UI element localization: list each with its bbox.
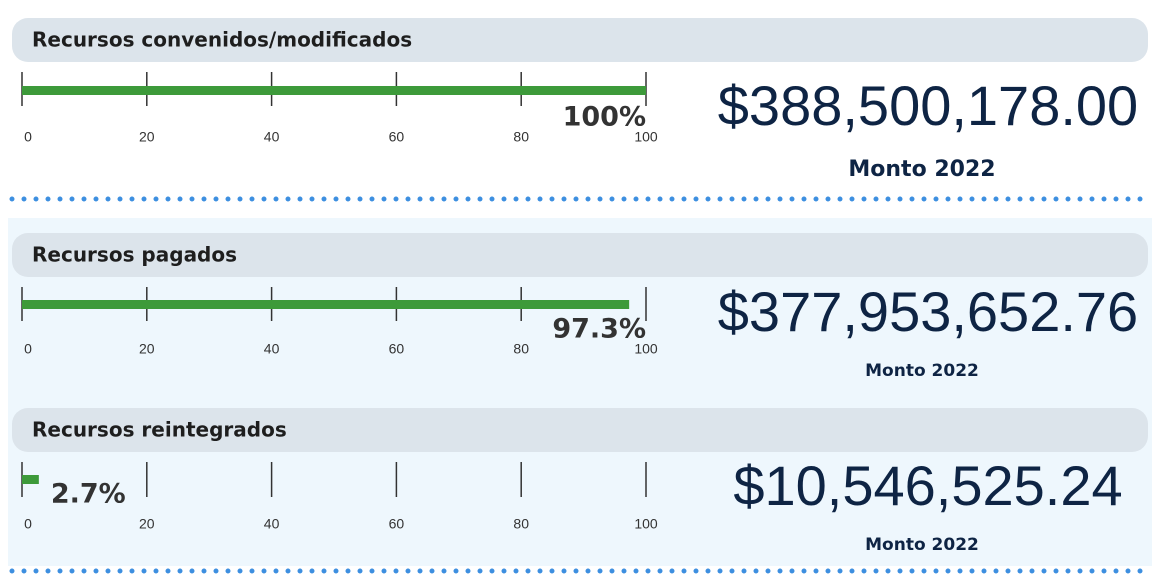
progress-bar [22, 86, 646, 95]
tick-label: 80 [513, 341, 529, 357]
tick-label: 20 [139, 341, 155, 357]
tick-label: 40 [264, 129, 280, 145]
percent-label: 2.7% [51, 479, 126, 510]
tick-label: 100 [634, 129, 658, 145]
caption: Monto 2022 [865, 361, 979, 381]
amount: $377,953,652.76 [718, 280, 1138, 343]
tick-label: 80 [513, 516, 529, 532]
caption: Monto 2022 [848, 157, 995, 182]
tick-label: 0 [24, 341, 32, 357]
tick-label: 40 [264, 341, 280, 357]
panel-title: Recursos reintegrados [32, 418, 287, 442]
percent-label: 97.3% [552, 314, 646, 345]
amount: $388,500,178.00 [718, 74, 1138, 137]
progress-bar [22, 475, 39, 484]
tick-label: 20 [139, 516, 155, 532]
percent-label: 100% [563, 102, 646, 133]
tick-label: 60 [389, 341, 405, 357]
tick-label: 100 [634, 516, 658, 532]
panel-title: Recursos convenidos/modificados [32, 28, 412, 52]
amount: $10,546,525.24 [733, 454, 1122, 517]
tick-label: 40 [264, 516, 280, 532]
tick-label: 80 [513, 129, 529, 145]
progress-bar [22, 300, 630, 309]
tick-label: 60 [389, 129, 405, 145]
panel-header [12, 233, 1148, 277]
tick-label: 60 [389, 516, 405, 532]
tick-label: 0 [24, 516, 32, 532]
tick-label: 20 [139, 129, 155, 145]
panel-header [12, 408, 1148, 452]
tick-label: 100 [634, 341, 658, 357]
panel-title: Recursos pagados [32, 243, 237, 267]
tick-label: 0 [24, 129, 32, 145]
panel-header [12, 18, 1148, 62]
caption: Monto 2022 [865, 535, 979, 555]
